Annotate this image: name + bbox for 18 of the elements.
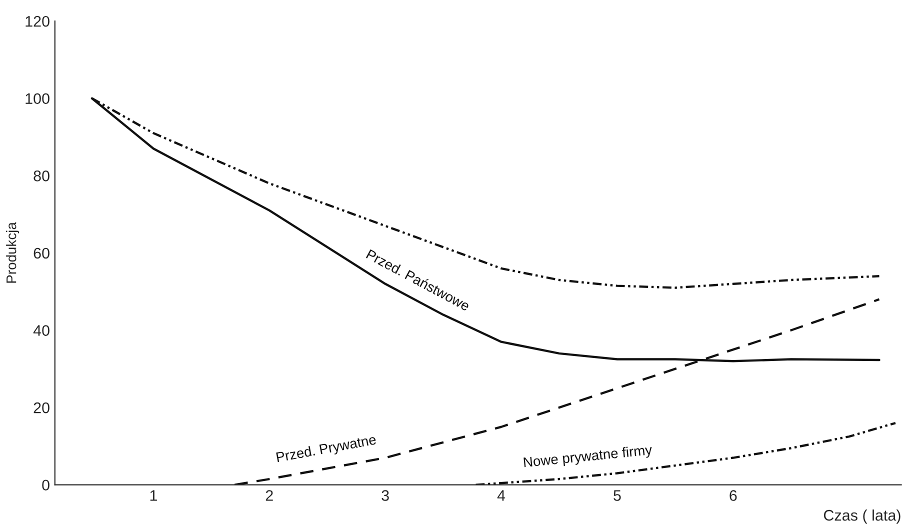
y-tick-label: 80 <box>34 170 50 182</box>
y-tick-label: 60 <box>34 248 50 259</box>
y-tick-label: 120 <box>26 16 50 27</box>
y-axis-title: Produkcja <box>6 222 19 283</box>
x-tick-label: 2 <box>266 490 273 501</box>
text: Nowe prywatne firmy <box>524 444 653 470</box>
x-tick-label: 1 <box>150 490 157 501</box>
text: Przed. Prywatne <box>276 434 377 465</box>
x-tick-label: 5 <box>614 490 621 501</box>
y-tick-label: 20 <box>34 402 50 414</box>
y-tick-label: 0 <box>42 480 50 491</box>
x-tick-label: 4 <box>497 490 506 501</box>
y-tick-label: 40 <box>33 325 50 336</box>
x-tick-label: 6 <box>730 490 737 501</box>
x-axis-title: Czas ( lata) <box>824 510 900 524</box>
line-series <box>474 422 897 485</box>
y-tick-label: 100 <box>26 93 50 104</box>
x-tick-label: 3 <box>382 490 389 501</box>
